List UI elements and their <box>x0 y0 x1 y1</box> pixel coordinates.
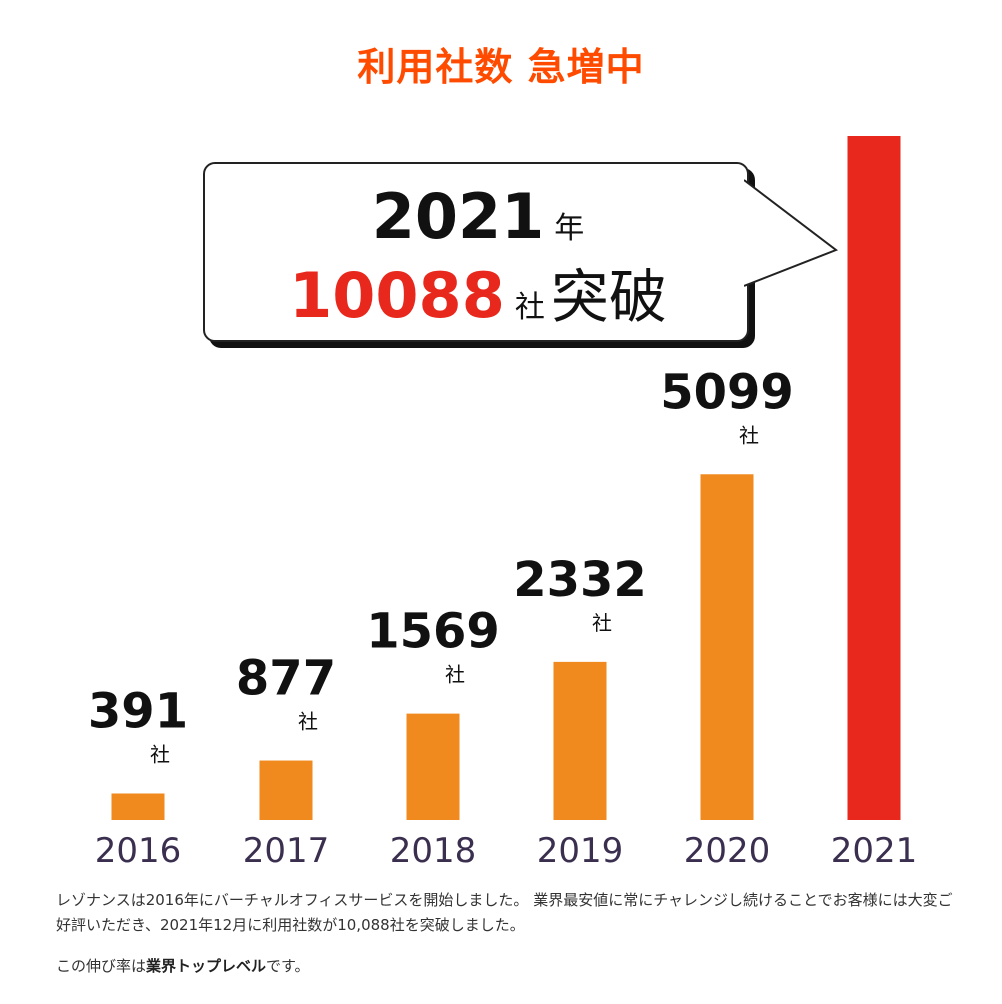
value-label-2019: 2332 <box>513 552 647 608</box>
bar-2016 <box>111 793 165 820</box>
callout-suffix: 突破 <box>550 263 667 331</box>
x-tick-label-2018: 2018 <box>390 831 477 871</box>
callout-count: 10088 <box>289 259 505 332</box>
bar-2018 <box>406 713 460 820</box>
unit-label-2017: 社 <box>298 710 318 734</box>
callout-bubble: 2021 年 10088 社突破 <box>203 162 749 342</box>
unit-label-2019: 社 <box>592 611 612 635</box>
callout-year-line: 2021 年 <box>205 180 751 253</box>
description-text: レゾナンスは2016年にバーチャルオフィスサービスを開始しました。 業界最安値に… <box>56 891 953 934</box>
note-suffix: です。 <box>266 957 310 975</box>
callout-count-unit: 社 <box>514 290 545 325</box>
x-tick-label-2019: 2019 <box>537 831 624 871</box>
callout-count-line: 10088 社突破 <box>205 250 751 334</box>
bar-chart: 2016 391 社 2017 877 社 2018 1569 社 2019 2332 社 2020 50… <box>88 136 918 871</box>
chart-title: 利用社数 急増中 <box>357 45 645 89</box>
value-label-2020: 5099 <box>660 364 794 420</box>
x-tick-label-2017: 2017 <box>243 831 330 871</box>
note-text: この伸び率は業界トップレベルです。 <box>56 955 310 976</box>
unit-label-2018: 社 <box>445 663 465 687</box>
callout-year: 2021 <box>371 180 545 253</box>
value-label-2017: 877 <box>236 651 336 707</box>
callout-year-unit: 年 <box>554 211 585 246</box>
bar-2017 <box>259 760 313 820</box>
x-tick-label-2020: 2020 <box>684 831 771 871</box>
unit-label-2020: 社 <box>739 423 759 447</box>
callout-tail <box>744 179 839 287</box>
bar-2020 <box>700 474 754 820</box>
bar-2021 <box>847 136 901 820</box>
x-tick-label-2021: 2021 <box>831 831 918 871</box>
note-bold: 業界トップレベル <box>146 957 267 975</box>
value-label-2016: 391 <box>88 683 188 739</box>
x-tick-label-2016: 2016 <box>95 831 182 871</box>
note-prefix: この伸び率は <box>56 957 147 975</box>
value-label-2018: 1569 <box>366 604 500 660</box>
bar-2019 <box>553 661 607 820</box>
unit-label-2016: 社 <box>150 742 170 766</box>
